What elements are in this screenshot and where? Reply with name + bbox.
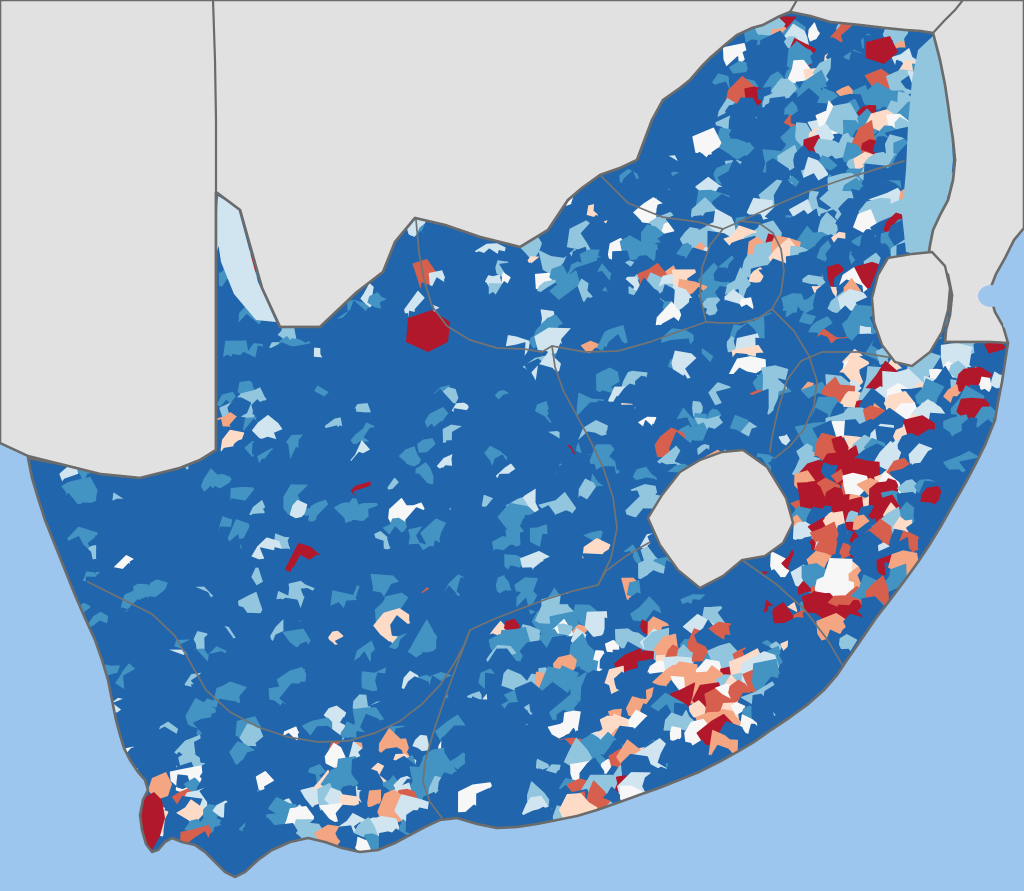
ward-cell (713, 267, 731, 283)
ward-cell (876, 243, 891, 260)
cape-town-red-ward (141, 792, 165, 850)
ward-cell (221, 464, 238, 477)
ward-cell (819, 658, 835, 674)
province-border (469, 584, 599, 631)
south-africa-border (26, 10, 1010, 879)
ward-cell (176, 520, 197, 535)
mier-pale-ward (216, 196, 276, 322)
ward-cell (363, 360, 381, 380)
ward-cell (730, 701, 746, 715)
kuruman-red-ward (406, 310, 450, 352)
province-borders (87, 160, 905, 819)
eswatini (870, 250, 952, 368)
ward-cell (403, 363, 417, 379)
ward-cell (249, 660, 267, 675)
ward-cell (860, 229, 876, 246)
ward-cell (215, 552, 235, 577)
province-border (597, 541, 651, 586)
province-border (769, 351, 894, 453)
ward-cell (746, 57, 772, 80)
province-border (551, 321, 707, 353)
ward-cell (553, 665, 580, 694)
musina-red-ward (866, 36, 898, 64)
country-border-segment (788, 0, 799, 14)
country-border-segment (931, 0, 965, 35)
ward-cell (555, 229, 568, 244)
ward-cell (745, 569, 759, 587)
kruger-park-strip (902, 36, 953, 256)
province-border (422, 629, 471, 819)
ward-cell (602, 786, 621, 805)
province-border (740, 160, 905, 222)
ward-cell (831, 435, 854, 459)
coastal-lagoon (1003, 248, 1018, 332)
ward-cell (683, 422, 708, 441)
ward-cell (238, 591, 264, 614)
province-border (699, 220, 785, 324)
ward-cell (483, 382, 506, 406)
province-border (551, 345, 618, 586)
ward-cell (300, 786, 320, 808)
ward-cell (339, 721, 357, 739)
ward-cell (772, 693, 803, 715)
province-border (87, 581, 471, 743)
province-border (599, 174, 724, 230)
province-border (771, 308, 818, 459)
ward-cell (669, 726, 682, 744)
ward-cell (286, 515, 309, 536)
signature-wards (141, 36, 953, 850)
ward-cell (412, 734, 430, 752)
maputo-bay (978, 285, 1004, 307)
ward-cell (807, 22, 820, 42)
lesotho (646, 448, 795, 590)
country-border-segment (211, 0, 218, 192)
ward-cell (178, 722, 198, 738)
ward-cell (818, 155, 838, 171)
ward-cell (258, 322, 273, 337)
province-border (415, 219, 553, 353)
